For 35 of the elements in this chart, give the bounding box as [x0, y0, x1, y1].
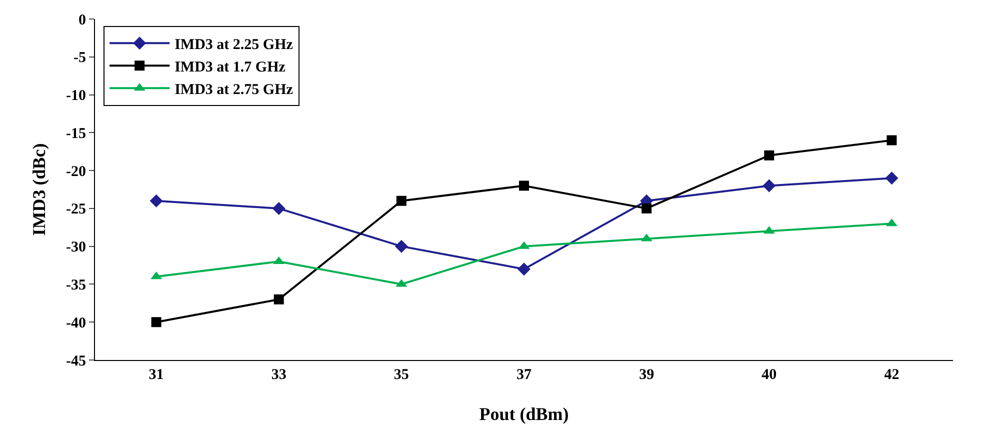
x-tick-label: 42	[884, 367, 900, 383]
y-tick-label: -20	[66, 164, 86, 180]
legend-label: IMD3 at 1.7 GHz	[174, 59, 286, 76]
y-tick-label: 0	[78, 12, 86, 28]
y-tick-label: -35	[66, 277, 86, 294]
point	[885, 172, 898, 185]
x-tick-label: 31	[148, 367, 164, 383]
y-tick-label: -30	[66, 240, 86, 256]
point	[150, 194, 163, 208]
y-tick-label: -10	[66, 88, 86, 104]
point	[396, 196, 406, 206]
point	[151, 317, 162, 328]
y-tick-label: -5	[74, 50, 86, 66]
y-tick-label: -25	[66, 202, 86, 218]
point	[519, 180, 529, 191]
x-tick-label: 35	[394, 367, 409, 383]
legend-label: IMD3 at 2.75 GHz	[174, 82, 294, 98]
point	[394, 240, 408, 253]
point	[272, 202, 286, 215]
point	[642, 203, 652, 214]
y-tick-label: -40	[66, 315, 86, 332]
y-tick-label: -45	[66, 353, 86, 370]
point	[886, 135, 897, 146]
point	[764, 150, 774, 160]
legend-label: IMD3 at 2.25 GHz	[174, 36, 294, 53]
x-tick-label: 37	[516, 367, 532, 383]
point	[274, 294, 284, 304]
y-tick-label: -15	[66, 126, 86, 142]
x-tick-label: 40	[762, 367, 777, 383]
x-tick-label: 39	[639, 367, 654, 383]
point	[518, 262, 530, 276]
point	[762, 179, 776, 192]
x-tick-label: 33	[271, 367, 286, 383]
x-axis-title: Pout (dBm)	[479, 404, 569, 424]
y-axis-title: IMD3 (dBc)	[29, 143, 50, 236]
